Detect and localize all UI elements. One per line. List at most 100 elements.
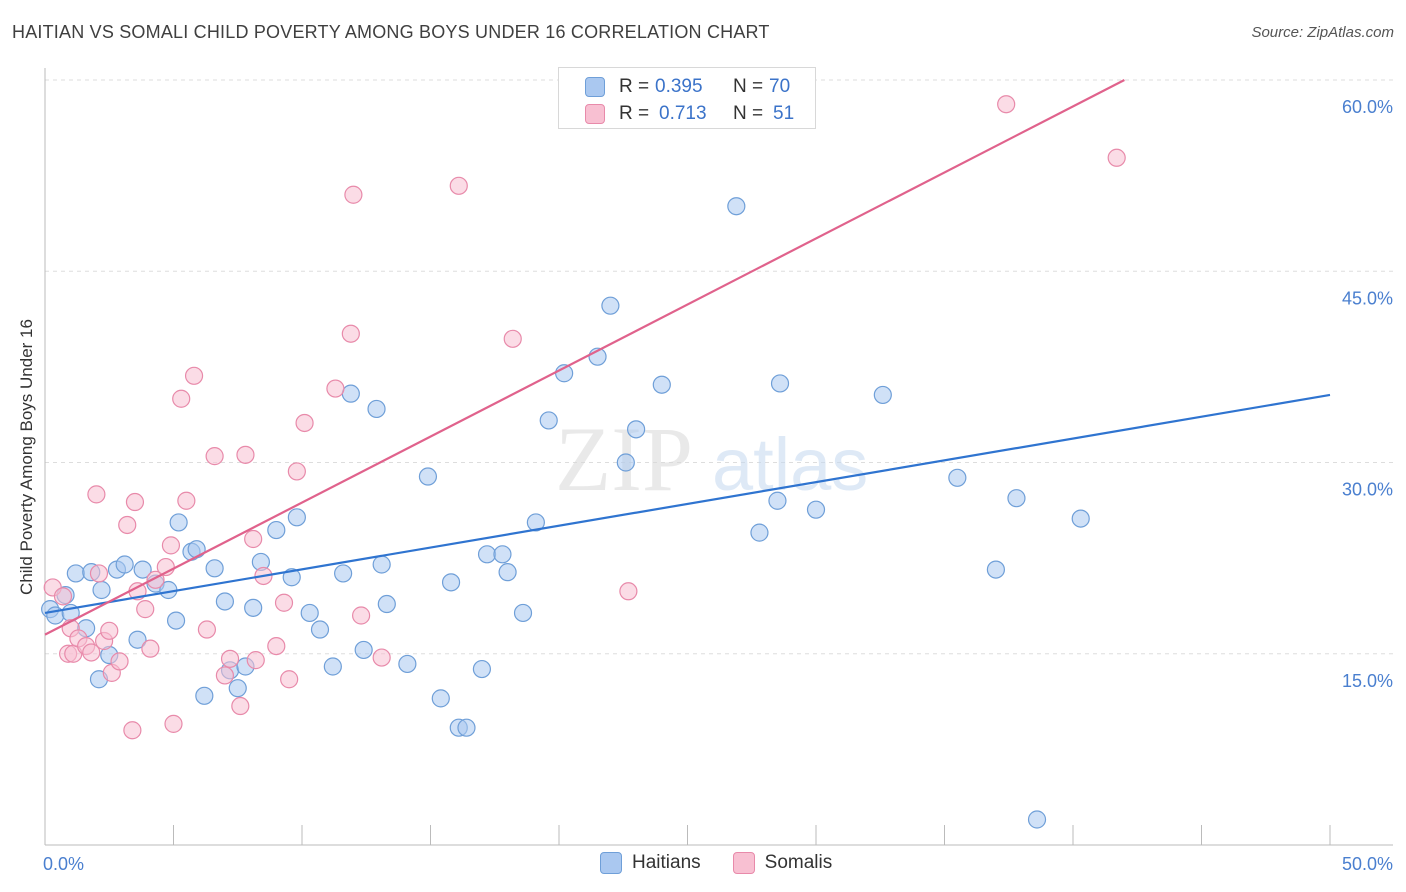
- point-somalis: [197, 620, 217, 639]
- point-somalis: [215, 666, 234, 685]
- point-haitians: [267, 520, 286, 540]
- stats-n-label: N =: [733, 76, 764, 97]
- point-somalis: [172, 389, 191, 408]
- point-somalis: [1107, 148, 1126, 167]
- point-haitians: [354, 640, 373, 660]
- series-legend: Haitians Somalis: [600, 852, 832, 874]
- point-somalis: [997, 95, 1016, 114]
- point-haitians: [215, 592, 234, 611]
- point-somalis: [136, 600, 155, 619]
- point-haitians: [133, 560, 152, 579]
- point-haitians: [768, 491, 787, 510]
- point-haitians: [372, 555, 391, 574]
- point-somalis: [53, 587, 73, 606]
- legend-item-somalis[interactable]: Somalis: [732, 852, 833, 874]
- point-haitians: [477, 545, 497, 564]
- point-somalis: [177, 491, 196, 510]
- stats-r-label: R =: [619, 76, 650, 97]
- point-haitians: [187, 540, 206, 559]
- point-haitians: [806, 500, 826, 519]
- point-haitians: [377, 594, 396, 614]
- point-somalis: [231, 696, 250, 716]
- point-somalis: [352, 606, 371, 625]
- watermark-atlas: atlas: [712, 423, 868, 506]
- point-somalis: [341, 324, 360, 343]
- point-haitians: [873, 385, 892, 405]
- point-somalis: [244, 529, 263, 549]
- point-haitians: [228, 679, 247, 698]
- point-somalis: [236, 445, 255, 464]
- point-somalis: [110, 652, 129, 671]
- point-somalis: [372, 648, 391, 667]
- point-somalis: [344, 185, 363, 204]
- point-haitians: [115, 555, 134, 574]
- point-haitians: [323, 657, 342, 676]
- point-somalis: [287, 462, 306, 481]
- point-somalis: [205, 447, 224, 466]
- point-haitians: [418, 467, 438, 486]
- point-haitians: [750, 523, 769, 542]
- point-haitians: [169, 513, 188, 532]
- point-haitians: [493, 545, 512, 564]
- point-haitians: [300, 603, 319, 623]
- point-haitians: [398, 654, 417, 674]
- point-haitians: [1007, 489, 1026, 508]
- point-somalis: [220, 649, 240, 668]
- point-somalis: [184, 366, 204, 385]
- point-haitians: [727, 197, 746, 216]
- data-points: [41, 95, 1126, 829]
- point-haitians: [539, 411, 558, 430]
- point-somalis: [326, 379, 345, 398]
- point-somalis: [89, 564, 109, 583]
- legend-item-haitians[interactable]: Haitians: [600, 852, 701, 874]
- trend-lines: [44, 79, 1331, 636]
- point-somalis: [246, 651, 265, 670]
- point-haitians: [616, 453, 635, 472]
- trend-line-haitians: [44, 393, 1331, 615]
- legend-label-haitians: Haitians: [632, 852, 701, 873]
- point-haitians: [310, 620, 330, 639]
- axes: 15.0% 30.0% 45.0% 60.0% 0.0% 50.0%: [43, 68, 1393, 874]
- stats-swatch-somalis: [585, 104, 605, 124]
- point-somalis: [274, 593, 294, 612]
- point-haitians: [457, 718, 476, 737]
- point-haitians: [948, 468, 967, 487]
- stats-r-value: 0.395: [655, 76, 703, 97]
- point-somalis: [503, 329, 522, 348]
- chart-title: HAITIAN VS SOMALI CHILD POVERTY AMONG BO…: [12, 22, 770, 42]
- point-haitians: [367, 399, 386, 419]
- x-tick-label: 50.0%: [1342, 854, 1393, 874]
- point-haitians: [244, 598, 263, 617]
- point-somalis: [87, 485, 106, 504]
- point-haitians: [282, 568, 301, 587]
- point-somalis: [125, 492, 145, 512]
- point-somalis: [161, 536, 181, 555]
- point-somalis: [295, 413, 314, 433]
- point-somalis: [100, 621, 119, 640]
- source-label: Source: ZipAtlas.com: [1251, 24, 1394, 41]
- point-haitians: [441, 573, 461, 592]
- trend-line-somalis: [44, 79, 1125, 636]
- legend-label-somalis: Somalis: [764, 852, 833, 873]
- y-tick-label: 45.0%: [1342, 288, 1393, 308]
- point-haitians: [626, 420, 646, 439]
- stats-n-label: N =: [733, 103, 764, 124]
- x-tick-label: 0.0%: [43, 854, 84, 874]
- point-somalis: [141, 639, 160, 658]
- point-haitians: [513, 603, 533, 623]
- point-haitians: [166, 611, 186, 630]
- y-tick-label: 30.0%: [1342, 480, 1393, 500]
- point-somalis: [619, 582, 638, 601]
- stats-r-label: R =: [619, 103, 650, 124]
- point-somalis: [267, 636, 286, 656]
- stats-r-value: 0.713: [659, 103, 707, 124]
- point-haitians: [205, 559, 224, 578]
- legend-swatch-haitians: [600, 852, 622, 874]
- grid-lines: [45, 79, 1393, 655]
- point-somalis: [118, 515, 137, 535]
- point-somalis: [449, 176, 468, 195]
- point-haitians: [1071, 509, 1090, 528]
- point-haitians: [334, 564, 353, 583]
- point-haitians: [526, 513, 545, 532]
